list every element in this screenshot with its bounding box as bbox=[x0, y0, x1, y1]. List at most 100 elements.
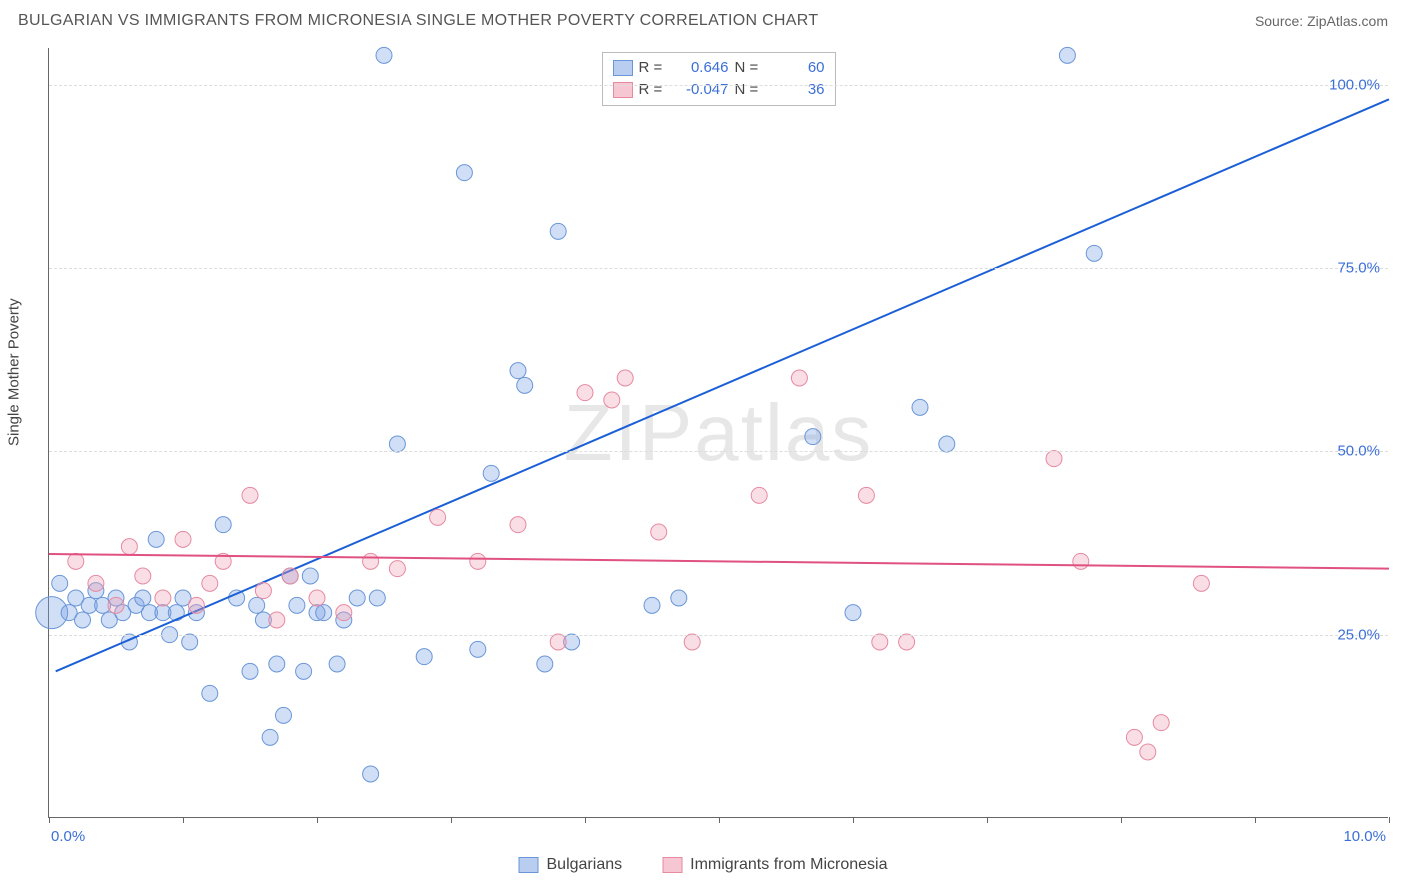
r-label: R = bbox=[639, 79, 667, 101]
legend-row-series2: R = -0.047 N = 36 bbox=[613, 79, 825, 101]
data-point bbox=[899, 634, 915, 650]
data-point bbox=[470, 553, 486, 569]
data-point bbox=[684, 634, 700, 650]
data-point bbox=[456, 165, 472, 181]
data-point bbox=[1086, 245, 1102, 261]
data-point bbox=[430, 509, 446, 525]
y-axis-label: Single Mother Poverty bbox=[6, 298, 23, 446]
data-point bbox=[336, 605, 352, 621]
data-point bbox=[202, 685, 218, 701]
data-point bbox=[470, 641, 486, 657]
data-point bbox=[296, 663, 312, 679]
data-point bbox=[302, 568, 318, 584]
data-point bbox=[188, 597, 204, 613]
data-point bbox=[912, 399, 928, 415]
data-point bbox=[175, 531, 191, 547]
data-point bbox=[389, 561, 405, 577]
gridline bbox=[49, 268, 1388, 269]
data-point bbox=[316, 605, 332, 621]
data-point bbox=[845, 605, 861, 621]
data-point bbox=[577, 385, 593, 401]
x-tick bbox=[317, 817, 318, 823]
n-value-1: 60 bbox=[769, 57, 825, 79]
gridline bbox=[49, 451, 1388, 452]
data-point bbox=[1126, 729, 1142, 745]
data-point bbox=[644, 597, 660, 613]
data-point bbox=[1193, 575, 1209, 591]
legend-item-series1: Bulgarians bbox=[519, 856, 623, 874]
data-point bbox=[751, 487, 767, 503]
x-tick bbox=[49, 817, 50, 823]
data-point bbox=[517, 377, 533, 393]
correlation-legend: R = 0.646 N = 60 R = -0.047 N = 36 bbox=[602, 52, 836, 106]
data-point bbox=[671, 590, 687, 606]
y-tick-label: 75.0% bbox=[1337, 260, 1380, 277]
legend-bottom: Bulgarians Immigrants from Micronesia bbox=[519, 856, 888, 874]
r-value-2: -0.047 bbox=[673, 79, 729, 101]
x-tick bbox=[1255, 817, 1256, 823]
data-point bbox=[376, 47, 392, 63]
data-point bbox=[510, 363, 526, 379]
data-point bbox=[939, 436, 955, 452]
data-point bbox=[289, 597, 305, 613]
swatch-series2-icon bbox=[662, 857, 682, 873]
data-point bbox=[1059, 47, 1075, 63]
data-point bbox=[309, 590, 325, 606]
data-point bbox=[604, 392, 620, 408]
data-point bbox=[550, 223, 566, 239]
n-label: N = bbox=[735, 57, 763, 79]
plot-area: ZIPatlas R = 0.646 N = 60 R = -0.047 N =… bbox=[48, 48, 1388, 818]
data-point bbox=[155, 590, 171, 606]
data-point bbox=[255, 583, 271, 599]
x-tick bbox=[183, 817, 184, 823]
chart-title: BULGARIAN VS IMMIGRANTS FROM MICRONESIA … bbox=[18, 12, 818, 30]
data-point bbox=[182, 634, 198, 650]
data-point bbox=[369, 590, 385, 606]
legend-label-series2: Immigrants from Micronesia bbox=[690, 856, 887, 874]
data-point bbox=[537, 656, 553, 672]
x-tick-label: 10.0% bbox=[1343, 828, 1386, 845]
data-point bbox=[88, 575, 104, 591]
x-tick bbox=[719, 817, 720, 823]
data-point bbox=[329, 656, 345, 672]
data-point bbox=[1073, 553, 1089, 569]
gridline bbox=[49, 85, 1388, 86]
n-value-2: 36 bbox=[769, 79, 825, 101]
swatch-series1 bbox=[613, 60, 633, 76]
data-point bbox=[617, 370, 633, 386]
y-tick-label: 25.0% bbox=[1337, 626, 1380, 643]
source-label: Source: ZipAtlas.com bbox=[1255, 13, 1388, 29]
legend-item-series2: Immigrants from Micronesia bbox=[662, 856, 887, 874]
data-point bbox=[483, 465, 499, 481]
data-point bbox=[269, 656, 285, 672]
y-tick-label: 100.0% bbox=[1329, 76, 1380, 93]
data-point bbox=[262, 729, 278, 745]
data-point bbox=[791, 370, 807, 386]
swatch-series1-icon bbox=[519, 857, 539, 873]
data-point bbox=[858, 487, 874, 503]
data-point bbox=[416, 649, 432, 665]
data-point bbox=[1046, 451, 1062, 467]
data-point bbox=[242, 487, 258, 503]
y-tick-label: 50.0% bbox=[1337, 443, 1380, 460]
data-point bbox=[1140, 744, 1156, 760]
data-point bbox=[242, 663, 258, 679]
legend-label-series1: Bulgarians bbox=[547, 856, 623, 874]
data-point bbox=[805, 429, 821, 445]
data-point bbox=[276, 707, 292, 723]
data-point bbox=[550, 634, 566, 650]
data-point bbox=[135, 568, 151, 584]
data-point bbox=[148, 531, 164, 547]
scatter-chart-svg bbox=[49, 48, 1389, 818]
data-point bbox=[349, 590, 365, 606]
data-point bbox=[651, 524, 667, 540]
n-label: N = bbox=[735, 79, 763, 101]
r-value-1: 0.646 bbox=[673, 57, 729, 79]
x-tick-label: 0.0% bbox=[51, 828, 85, 845]
trend-line bbox=[56, 99, 1389, 671]
data-point bbox=[68, 553, 84, 569]
data-point bbox=[135, 590, 151, 606]
data-point bbox=[269, 612, 285, 628]
data-point bbox=[510, 517, 526, 533]
gridline bbox=[49, 635, 1388, 636]
